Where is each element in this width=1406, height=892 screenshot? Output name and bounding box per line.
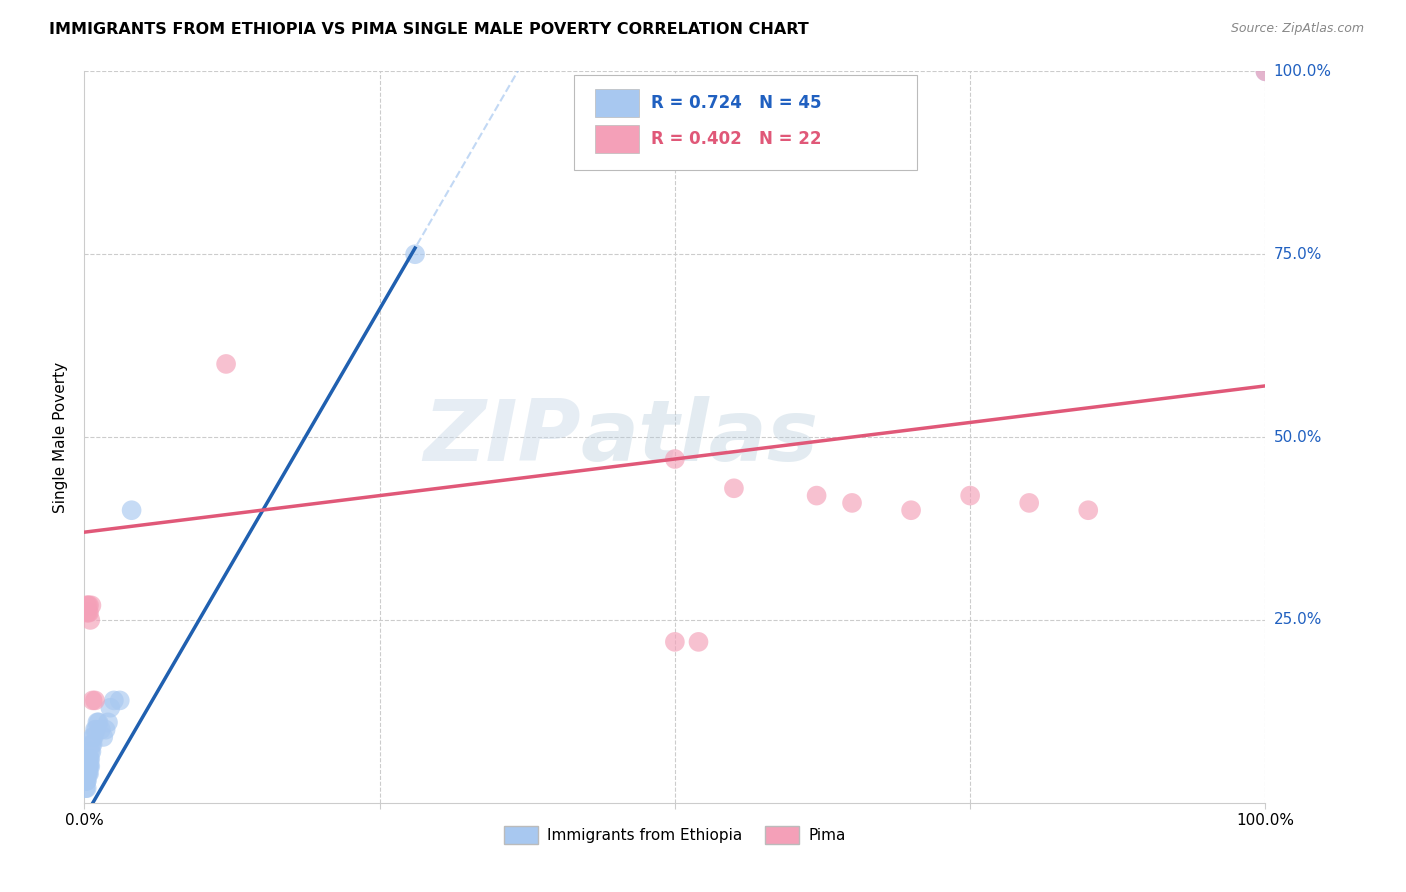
Point: [75, 773, 97, 788]
Point: [76, 781, 98, 796]
Point: [76, 759, 98, 773]
Point: [80, 745, 103, 759]
Point: [77, 759, 100, 773]
Point: [108, 693, 131, 707]
Legend: Immigrants from Ethiopia, Pima: Immigrants from Ethiopia, Pima: [498, 820, 852, 850]
Point: [121, 503, 143, 517]
Point: [77, 759, 100, 773]
Point: [77, 766, 100, 780]
Point: [75, 781, 97, 796]
Point: [900, 503, 922, 517]
Point: [959, 489, 981, 503]
Text: 75.0%: 75.0%: [1274, 247, 1322, 261]
Point: [79, 613, 101, 627]
Point: [82, 693, 104, 707]
Text: 100.0%: 100.0%: [1274, 64, 1331, 78]
Point: [77, 766, 100, 780]
Point: [103, 693, 125, 707]
Point: [79, 759, 101, 773]
Point: [98, 700, 121, 714]
Point: [90, 723, 112, 737]
Point: [1077, 503, 1099, 517]
Point: [76, 766, 98, 780]
Point: [76, 759, 98, 773]
Point: [76, 599, 98, 613]
FancyBboxPatch shape: [575, 75, 917, 170]
Text: 50.0%: 50.0%: [1274, 430, 1322, 444]
Point: [76, 773, 98, 788]
Text: IMMIGRANTS FROM ETHIOPIA VS PIMA SINGLE MALE POVERTY CORRELATION CHART: IMMIGRANTS FROM ETHIOPIA VS PIMA SINGLE …: [49, 22, 808, 37]
Point: [404, 247, 426, 261]
Point: [75, 766, 97, 780]
Point: [77, 752, 100, 766]
Point: [79, 745, 101, 759]
Point: [82, 737, 104, 751]
Point: [1254, 64, 1277, 78]
Y-axis label: Single Male Poverty: Single Male Poverty: [53, 361, 69, 513]
Point: [215, 357, 238, 371]
Point: [841, 496, 863, 510]
Point: [77, 599, 100, 613]
Point: [94, 723, 117, 737]
Point: [87, 715, 110, 730]
Point: [77, 606, 100, 620]
Point: [77, 606, 100, 620]
Text: 25.0%: 25.0%: [1274, 613, 1322, 627]
Point: [75, 766, 97, 780]
Point: [97, 715, 120, 730]
Point: [84, 723, 107, 737]
Point: [1018, 496, 1040, 510]
Point: [76, 766, 98, 780]
Point: [80, 599, 103, 613]
Point: [75, 773, 97, 788]
Point: [77, 752, 100, 766]
Point: [1254, 64, 1277, 78]
Point: [83, 730, 105, 744]
Text: ZIP: ZIP: [423, 395, 581, 479]
Point: [77, 766, 100, 780]
Point: [91, 730, 114, 744]
Point: [77, 599, 100, 613]
FancyBboxPatch shape: [595, 89, 640, 117]
Point: [723, 481, 745, 495]
Point: [664, 452, 686, 467]
Point: [688, 635, 710, 649]
Text: Source: ZipAtlas.com: Source: ZipAtlas.com: [1230, 22, 1364, 36]
Point: [86, 715, 108, 730]
Point: [77, 759, 100, 773]
Point: [77, 752, 100, 766]
Point: [664, 635, 686, 649]
Point: [76, 773, 98, 788]
Point: [77, 759, 100, 773]
Point: [76, 606, 98, 620]
Point: [806, 489, 828, 503]
FancyBboxPatch shape: [595, 126, 640, 153]
Point: [84, 693, 107, 707]
Point: [77, 752, 100, 766]
Point: [79, 752, 101, 766]
Point: [80, 737, 103, 751]
Point: [84, 723, 107, 737]
Text: R = 0.402   N = 22: R = 0.402 N = 22: [651, 130, 821, 148]
Point: [82, 730, 104, 744]
Text: R = 0.724   N = 45: R = 0.724 N = 45: [651, 94, 821, 112]
Text: atlas: atlas: [581, 395, 818, 479]
